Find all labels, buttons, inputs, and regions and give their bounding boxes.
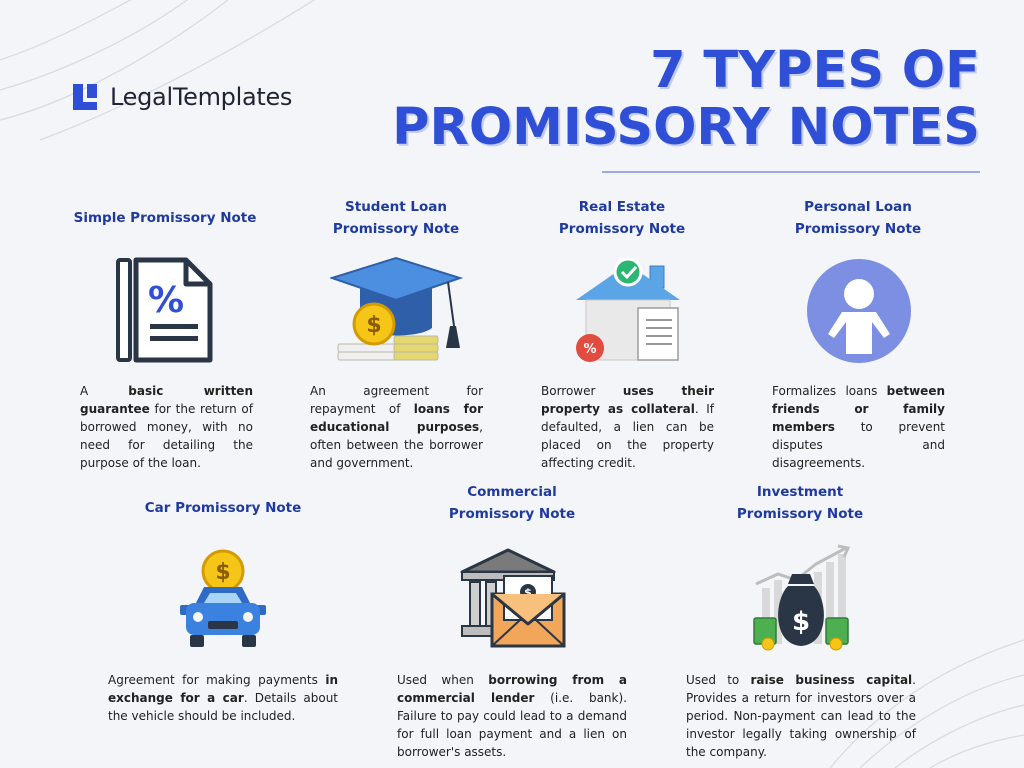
svg-text:$: $ — [524, 586, 532, 599]
desc-segment: basic written guarantee — [80, 384, 253, 416]
svg-text:%: % — [583, 342, 596, 357]
card-title-car: Car Promissory Note — [144, 500, 302, 516]
card-title-real-estate: Real Estate Promissory Note — [558, 199, 686, 237]
card-desc-car: Agreement for making payments in exchang… — [108, 671, 338, 725]
title-line-2: PROMISSORY NOTES — [392, 98, 980, 157]
card-title-personal-loan: Personal Loan Promissory Note — [794, 199, 922, 237]
desc-segment: . Details about the vehicle should be in… — [108, 691, 339, 723]
desc-segment: in exchange for a car — [108, 673, 338, 705]
card-desc-investment: Used to raise business capital. Provides… — [686, 671, 916, 761]
brand-name: LegalTemplates — [110, 83, 293, 111]
desc-segment: raise business capital — [750, 673, 913, 687]
money-bag-growth-icon: $ — [753, 544, 850, 651]
card-title-student-loan: Student Loan Promissory Note — [332, 199, 460, 237]
svg-text:$: $ — [792, 607, 810, 637]
desc-segment: to prevent disputes and disagreements. — [772, 420, 945, 470]
desc-segment: (i.e. bank). Failure to pay could lead t… — [397, 691, 627, 759]
desc-segment: for the return of borrowed money, with n… — [80, 402, 253, 470]
svg-text:$: $ — [215, 560, 230, 585]
logo-mark-icon — [73, 84, 97, 110]
svg-text:$: $ — [366, 313, 381, 338]
desc-segment: Formalizes loans — [772, 384, 887, 398]
card-desc-real-estate: Borrower uses their property as collater… — [541, 382, 714, 472]
desc-segment: Used when — [397, 673, 489, 687]
desc-segment: loans for educational purposes — [310, 402, 483, 434]
person-icon — [807, 259, 911, 363]
svg-text:%: % — [148, 280, 184, 321]
title-underline — [602, 171, 980, 173]
document-percent-icon: % — [116, 257, 213, 363]
page-title: 7 TYPES OF PROMISSORY NOTES — [392, 42, 980, 156]
desc-segment: uses their property as collateral — [541, 384, 714, 416]
desc-segment: A — [80, 384, 129, 398]
house-document-icon: % — [576, 258, 680, 362]
desc-segment: . Provides a return for investors over a… — [686, 673, 916, 759]
card-title-simple: Simple Promissory Note — [73, 210, 257, 226]
desc-segment: An agreement for repayment of — [310, 384, 483, 416]
card-title-commercial: Commercial Promissory Note — [448, 484, 576, 522]
desc-segment: , often between the borrower and governm… — [310, 420, 483, 470]
card-desc-simple: A basic written guarantee for the return… — [80, 382, 253, 472]
desc-segment: . If defaulted, a lien can be placed on … — [541, 402, 714, 470]
desc-segment: between friends or family members — [772, 384, 945, 434]
desc-segment: Agreement for making payments — [108, 673, 326, 687]
graduation-cap-icon: $ — [330, 256, 464, 361]
desc-segment: Borrower — [541, 384, 623, 398]
desc-segment: Used to — [686, 673, 751, 687]
card-desc-student-loan: An agreement for repayment of loans for … — [310, 382, 483, 472]
car-coin-icon: $ — [180, 549, 266, 647]
brand-logo: LegalTemplates — [70, 82, 292, 112]
title-line-1: 7 TYPES OF — [650, 41, 980, 100]
card-desc-commercial: Used when borrowing from a commercial le… — [397, 671, 627, 761]
bank-envelope-icon: $ — [460, 548, 566, 648]
card-title-investment: Investment Promissory Note — [736, 484, 864, 522]
desc-segment: borrowing from a commercial lender — [397, 673, 627, 705]
card-desc-personal-loan: Formalizes loans between friends or fami… — [772, 382, 945, 472]
